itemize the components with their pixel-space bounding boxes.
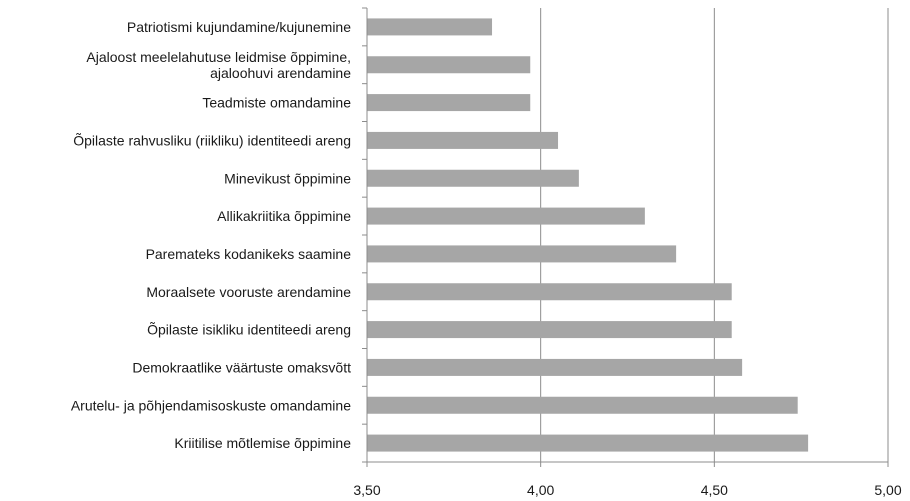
bar <box>367 207 645 225</box>
bar <box>367 131 559 149</box>
category-label: Paremateks kodanikeks saamine <box>146 246 352 262</box>
category-label-line: Patriotismi kujundamine/kujunemine <box>127 19 351 35</box>
bar <box>367 396 798 414</box>
bar <box>367 434 809 452</box>
category-label: Kriitilise mõtlemise õppimine <box>174 435 351 451</box>
category-label-line: Allikakriitika õppimine <box>217 208 351 224</box>
category-label-line: Arutelu- ja põhjendamisoskuste omandamin… <box>71 397 351 413</box>
bar <box>367 358 743 376</box>
bar <box>367 169 579 187</box>
category-label: Allikakriitika õppimine <box>217 208 351 224</box>
x-tick-label: 3,50 <box>353 482 380 498</box>
category-label-line: ajaloohuvi arendamine <box>210 65 351 81</box>
category-label: Minevikust õppimine <box>224 170 351 186</box>
bar <box>367 321 732 339</box>
category-label-line: Ajaloost meelelahutuse leidmise õppimine… <box>86 49 351 65</box>
gridlines <box>540 8 889 462</box>
bar <box>367 56 531 74</box>
x-tick-label: 4,50 <box>701 482 728 498</box>
bar <box>367 18 493 36</box>
category-label: Moraalsete vooruste arendamine <box>146 284 351 300</box>
category-label-line: Minevikust õppimine <box>224 170 351 186</box>
axes <box>362 7 889 467</box>
category-label: Ajaloost meelelahutuse leidmise õppimine… <box>86 49 351 81</box>
bar <box>367 283 732 301</box>
category-label-line: Kriitilise mõtlemise õppimine <box>174 435 351 451</box>
category-label: Demokraatlike väärtuste omaksvõtt <box>132 359 351 375</box>
x-tick-label: 4,00 <box>527 482 554 498</box>
bar <box>367 245 677 263</box>
category-label-line: Õpilaste isikliku identiteedi areng <box>147 322 351 338</box>
category-label: Õpilaste rahvusliku (riikliku) identitee… <box>73 132 351 148</box>
bar <box>367 94 531 112</box>
category-label-line: Teadmiste omandamine <box>202 95 351 111</box>
x-tick-label: 5,00 <box>874 482 901 498</box>
category-label: Patriotismi kujundamine/kujunemine <box>127 19 351 35</box>
category-label: Teadmiste omandamine <box>202 95 351 111</box>
category-label: Arutelu- ja põhjendamisoskuste omandamin… <box>71 397 351 413</box>
category-labels: Patriotismi kujundamine/kujunemine Ajaloo… <box>71 19 351 451</box>
category-label-line: Demokraatlike väärtuste omaksvõtt <box>132 359 351 375</box>
category-label: Õpilaste isikliku identiteedi areng <box>147 322 351 338</box>
category-label-line: Õpilaste rahvusliku (riikliku) identitee… <box>73 132 351 148</box>
category-label-line: Moraalsete vooruste arendamine <box>146 284 351 300</box>
x-tick-labels: 3,50 4,00 4,50 5,00 <box>353 482 901 498</box>
bars <box>367 18 809 452</box>
category-label-line: Paremateks kodanikeks saamine <box>146 246 352 262</box>
